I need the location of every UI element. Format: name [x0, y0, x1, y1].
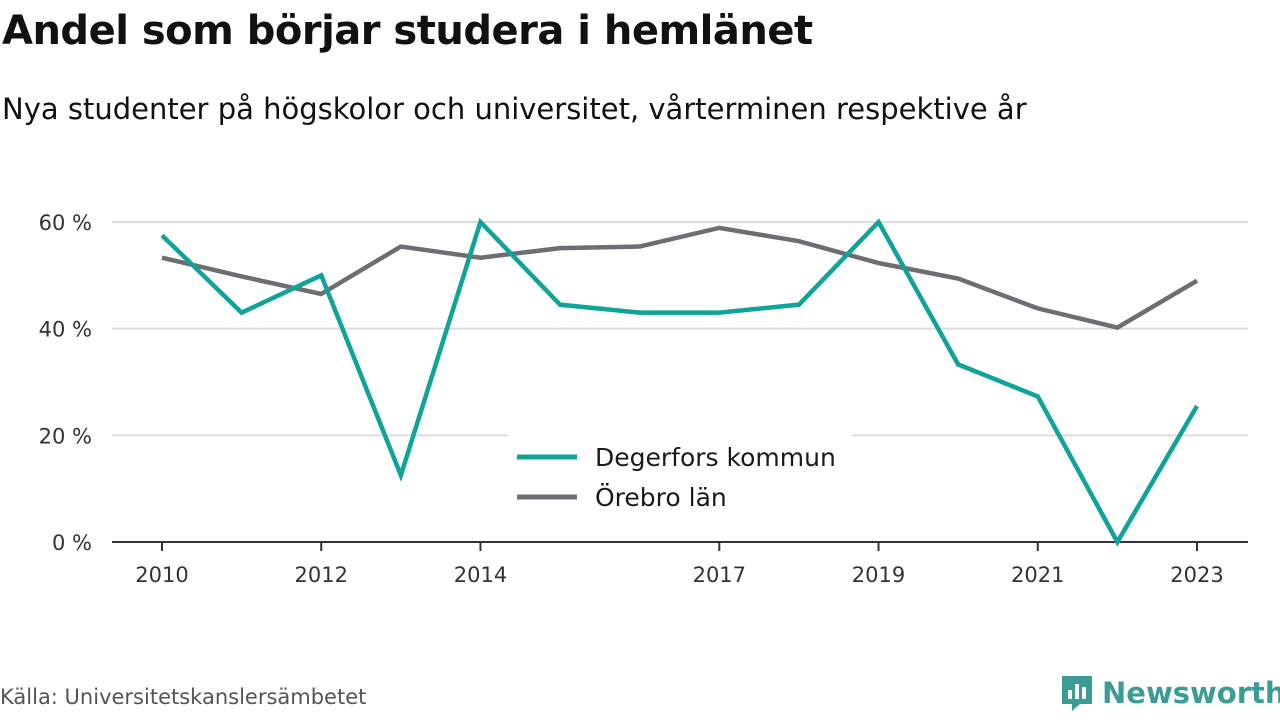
series-lines [160, 217, 1199, 547]
chart-title: Andel som börjar studera i hemlänet [2, 8, 813, 54]
axes: 0 % 20 % 40 % 60 % 2010 2012 2014 2017 2019 2021 2… [39, 211, 1248, 587]
legend: Degerfors kommun Örebro län [508, 434, 852, 526]
x-tick-label: 2023 [1170, 563, 1223, 587]
legend-label: Örebro län [595, 483, 727, 512]
brand-name: Newsworthy [1102, 676, 1280, 710]
x-tick-label: 2014 [454, 563, 507, 587]
series-line-degerfors-kommun [160, 217, 1199, 547]
x-tick-label: 2010 [135, 563, 188, 587]
y-tick-label: 0 % [52, 531, 92, 555]
x-tick-label: 2021 [1011, 563, 1064, 587]
chart-subtitle: Nya studenter på högskolor och universit… [2, 92, 1027, 126]
y-tick-label: 60 % [39, 211, 92, 235]
brand-logo: Newsworthy [1060, 672, 1280, 714]
x-tick-label: 2012 [295, 563, 348, 587]
x-tick-label: 2019 [852, 563, 905, 587]
source-note: Källa: Universitetskanslersämbetet [0, 685, 367, 709]
y-tick-label: 20 % [39, 424, 92, 448]
x-tick-label: 2017 [693, 563, 746, 587]
newsworthy-logo-icon [1062, 676, 1092, 711]
legend-label: Degerfors kommun [595, 443, 836, 472]
y-tick-label: 40 % [39, 318, 92, 342]
legend-background [508, 434, 852, 526]
series-line-orebro-lan [161, 225, 1199, 331]
gridlines [112, 221, 1248, 437]
